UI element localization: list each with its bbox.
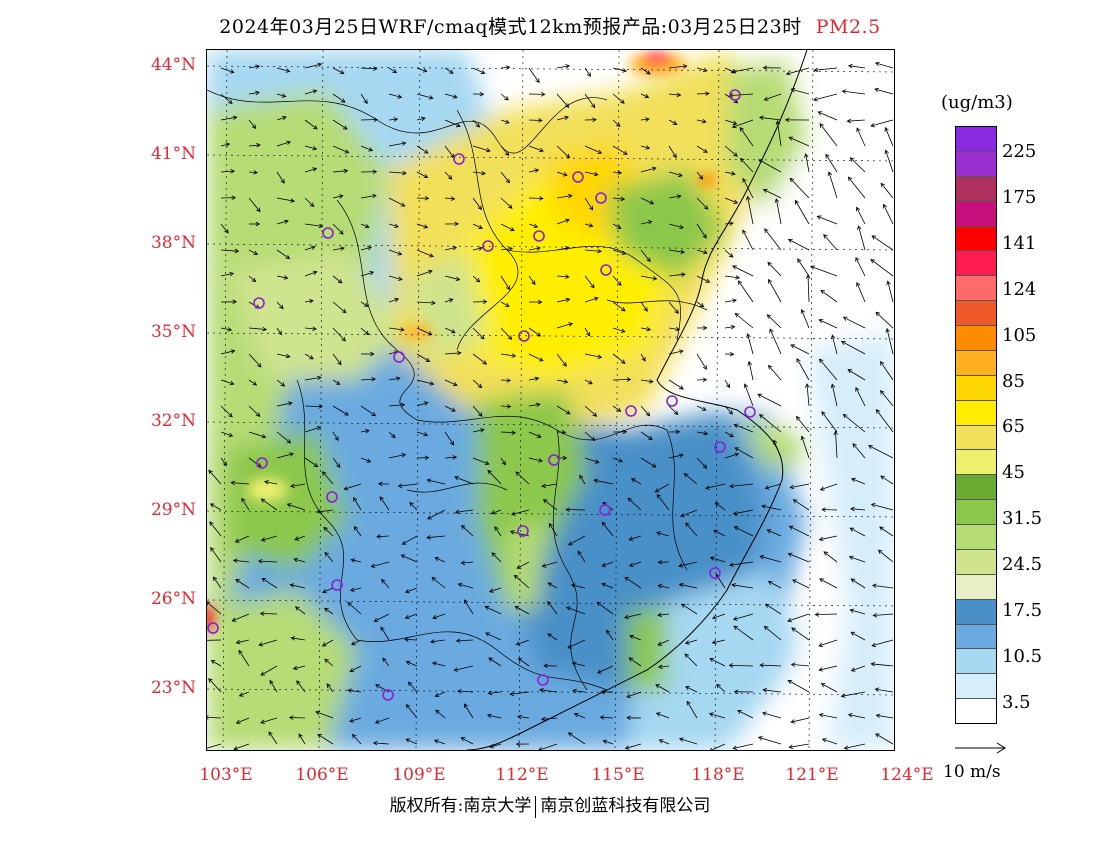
colorbar-label: 65 <box>1002 416 1025 437</box>
colorbar-label: 3.5 <box>1002 692 1031 713</box>
station-marker <box>517 525 529 537</box>
station-marker <box>518 330 530 342</box>
lon-label-103e: 103°E <box>199 765 253 785</box>
station-marker <box>599 504 611 516</box>
colorbar-swatch <box>956 251 996 277</box>
lat-label-38n: 38°N <box>150 233 196 253</box>
station-marker <box>744 406 756 418</box>
station-marker <box>382 689 394 701</box>
colorbar-swatch <box>956 674 996 700</box>
forecast-map <box>206 49 895 751</box>
station-markers <box>207 89 756 701</box>
colorbar-label: 31.5 <box>1002 508 1043 529</box>
lon-label-106e: 106°E <box>295 765 349 785</box>
wind-vectors <box>207 61 894 750</box>
wind-scale-label: 10 m/s <box>943 762 1001 782</box>
pm25-hotspots <box>207 52 717 632</box>
colorbar-swatch <box>956 176 996 202</box>
station-marker <box>331 579 343 591</box>
colorbar <box>955 126 997 724</box>
station-marker <box>729 89 741 101</box>
colorbar-swatch <box>956 375 996 401</box>
lon-label-121e: 121°E <box>785 765 839 785</box>
colorbar-label: 85 <box>1002 371 1025 392</box>
colorbar-swatch <box>956 400 996 426</box>
colorbar-swatch <box>956 301 996 326</box>
station-marker <box>207 622 219 634</box>
colorbar-swatch <box>956 425 996 451</box>
colorbar-swatch <box>956 127 996 152</box>
station-marker <box>572 171 584 183</box>
colorbar-swatch <box>956 475 996 501</box>
station-marker <box>393 351 405 363</box>
copyright-owner: 版权所有:南京大学 <box>389 796 532 816</box>
station-marker <box>666 395 678 407</box>
title-text: 2024年03月25日WRF/cmaq模式12km预报产品:03月25日23时 <box>219 16 802 38</box>
station-marker <box>714 441 726 453</box>
colorbar-label: 141 <box>1002 233 1037 254</box>
station-marker <box>453 153 465 165</box>
colorbar-swatch <box>956 450 996 476</box>
colorbar-label: 17.5 <box>1002 600 1043 621</box>
lat-label-26n: 26°N <box>150 589 196 609</box>
lat-label-44n: 44°N <box>150 55 196 75</box>
colorbar-swatch <box>956 500 996 525</box>
station-marker <box>253 297 265 309</box>
species-label: PM2.5 <box>815 16 881 38</box>
colorbar-swatch <box>956 599 996 625</box>
station-marker <box>322 227 334 239</box>
lat-label-29n: 29°N <box>150 500 196 520</box>
map-title: 2024年03月25日WRF/cmaq模式12km预报产品:03月25日23时 P… <box>0 12 1100 39</box>
colorbar-label: 45 <box>1002 462 1025 483</box>
colorbar-label: 105 <box>1002 325 1037 346</box>
colorbar-label: 175 <box>1002 187 1037 208</box>
copyright-company: 南京创蓝科技有限公司 <box>540 796 711 816</box>
station-marker <box>600 264 612 276</box>
colorbar-swatch <box>956 699 996 723</box>
lon-label-112e: 112°E <box>495 765 549 785</box>
pm25-concentration-field <box>207 50 894 750</box>
lon-label-118e: 118°E <box>691 765 745 785</box>
station-marker <box>625 405 637 417</box>
colorbar-swatch <box>956 624 996 650</box>
colorbar-swatch <box>956 226 996 252</box>
colorbar-label: 124 <box>1002 279 1037 300</box>
lat-label-23n: 23°N <box>150 678 196 698</box>
lat-label-35n: 35°N <box>150 322 196 342</box>
colorbar-unit: (ug/m3) <box>941 92 1013 113</box>
station-marker <box>709 567 721 579</box>
station-marker <box>533 230 545 242</box>
colorbar-swatch <box>956 525 996 550</box>
copyright-footer: 版权所有:南京大学 南京创蓝科技有限公司 <box>0 791 1100 818</box>
station-marker <box>548 454 560 466</box>
station-marker <box>256 457 268 469</box>
lon-label-109e: 109°E <box>392 765 446 785</box>
colorbar-swatch <box>956 276 996 302</box>
lon-label-124e: 124°E <box>880 765 934 785</box>
colorbar-label: 225 <box>1002 141 1037 162</box>
copyright-separator <box>535 795 537 818</box>
colorbar-swatch <box>956 350 996 376</box>
station-marker <box>482 240 494 252</box>
colorbar-swatch <box>956 549 996 575</box>
lon-label-115e: 115°E <box>591 765 645 785</box>
wind-scale-arrow-icon <box>955 742 1006 754</box>
station-marker <box>595 192 607 204</box>
colorbar-label: 10.5 <box>1002 646 1043 667</box>
colorbar-label: 24.5 <box>1002 554 1043 575</box>
colorbar-swatch <box>956 201 996 227</box>
colorbar-swatch <box>956 574 996 600</box>
station-marker <box>537 674 549 686</box>
colorbar-swatch <box>956 326 996 351</box>
lat-label-41n: 41°N <box>150 144 196 164</box>
lat-label-32n: 32°N <box>150 411 196 431</box>
colorbar-swatch <box>956 649 996 675</box>
colorbar-swatch <box>956 151 996 177</box>
map-canvas <box>207 50 894 750</box>
station-marker <box>326 491 338 503</box>
